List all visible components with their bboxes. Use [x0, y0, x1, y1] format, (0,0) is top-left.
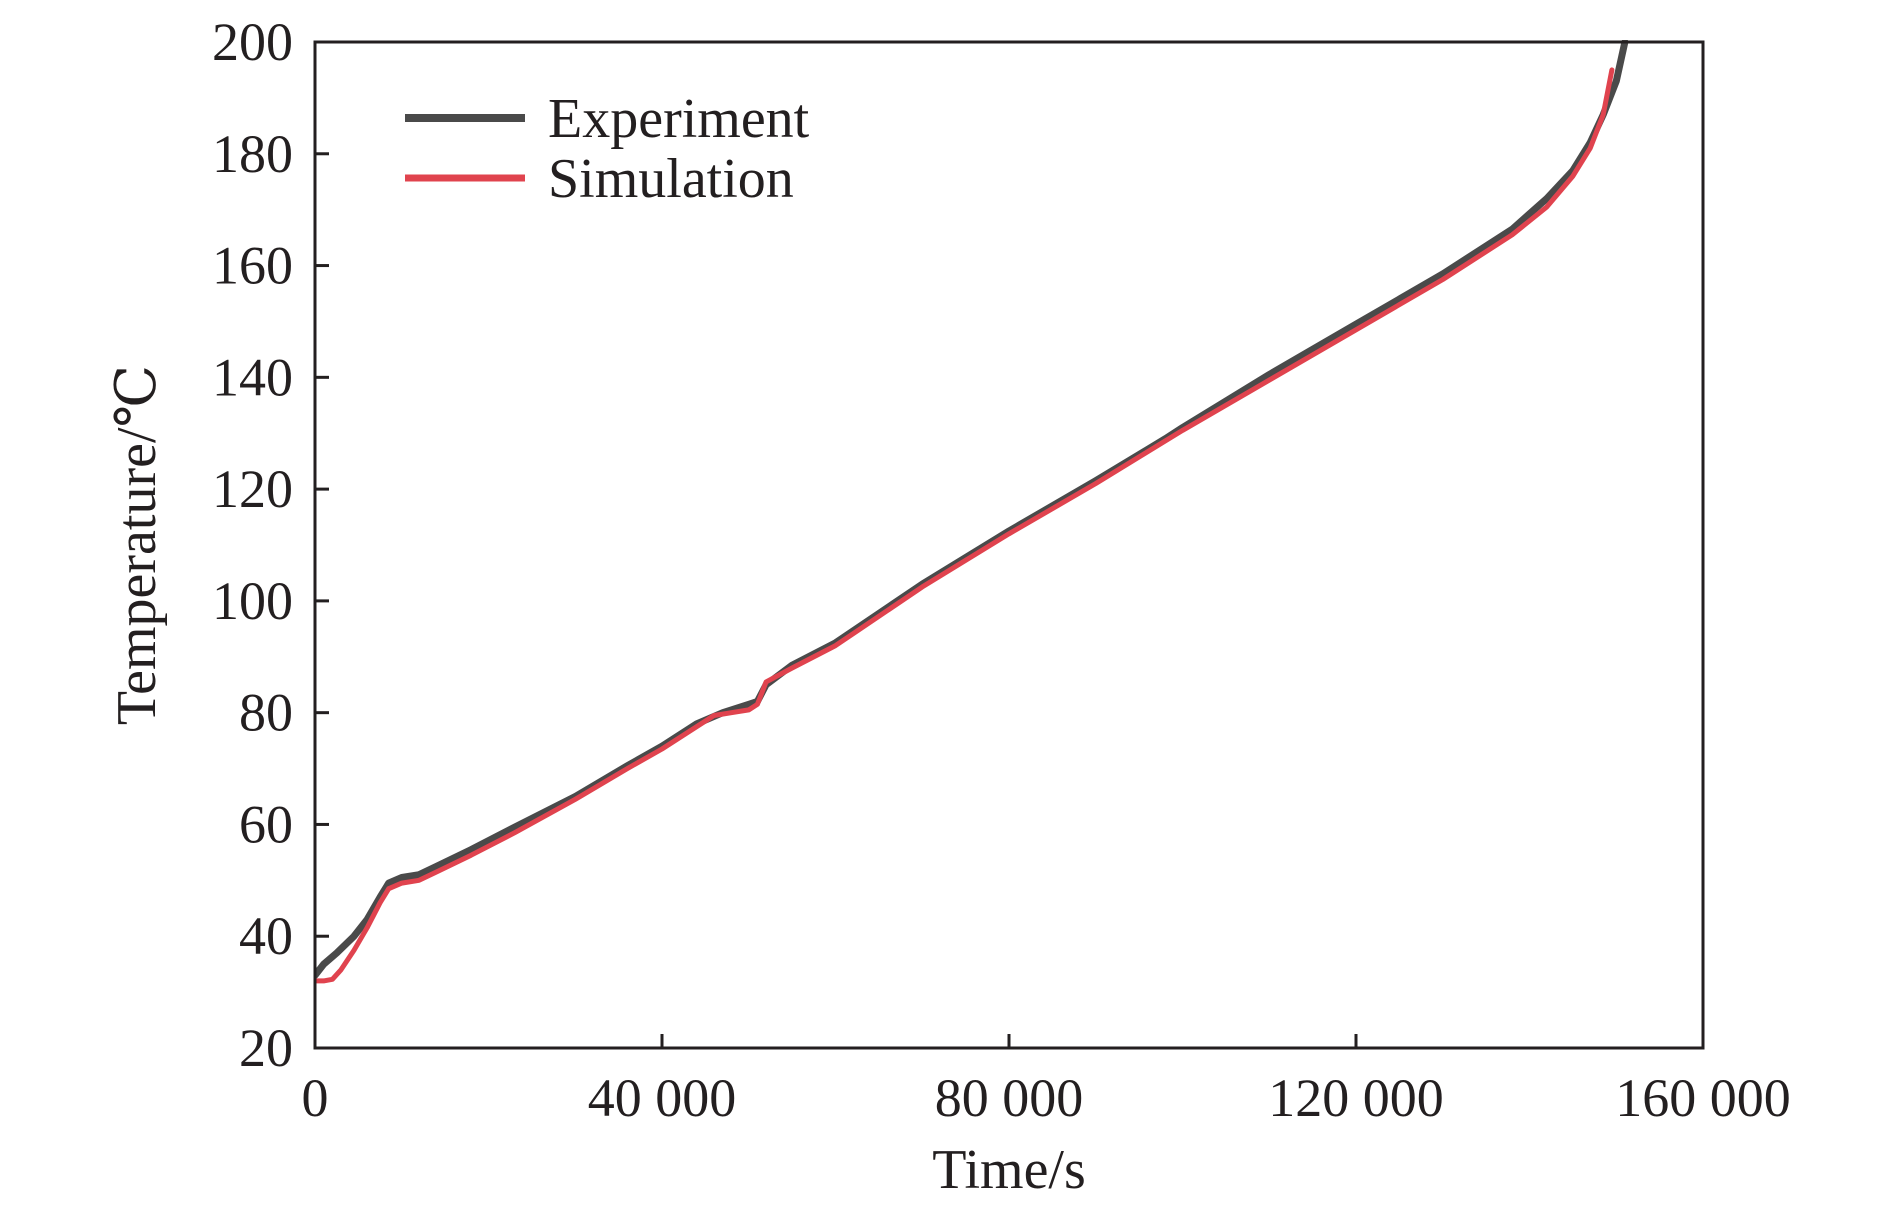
y-tick-label: 100 [212, 571, 293, 631]
y-axis-title: Temperature/℃ [106, 365, 168, 725]
y-tick-label: 160 [212, 236, 293, 296]
series-line-simulation [315, 67, 1615, 984]
y-tick-label: 200 [212, 12, 293, 72]
y-tick-label: 120 [212, 459, 293, 519]
y-tick-label: 20 [239, 1018, 293, 1078]
axes: 0 40 000 80 000 120 000 160 000 20 40 60 80 100 12… [212, 12, 1791, 1128]
x-tick-label: 0 [302, 1068, 329, 1128]
x-tick-label: 120 000 [1268, 1068, 1444, 1128]
y-tick-label: 180 [212, 124, 293, 184]
y-tick-label: 80 [239, 683, 293, 743]
x-tick-label: 160 000 [1615, 1068, 1791, 1128]
y-tick-label: 40 [239, 906, 293, 966]
series-layer [315, 40, 1629, 984]
legend-label-experiment: Experiment [548, 88, 810, 150]
x-tick-label: 80 000 [935, 1068, 1084, 1128]
y-tick-label: 60 [239, 794, 293, 854]
legend-label-simulation: Simulation [548, 148, 794, 210]
plot-frame [313, 40, 1705, 1050]
x-tick-label: 40 000 [588, 1068, 737, 1128]
y-tick-label: 140 [212, 347, 293, 407]
x-axis-title: Time/s [932, 1139, 1086, 1201]
